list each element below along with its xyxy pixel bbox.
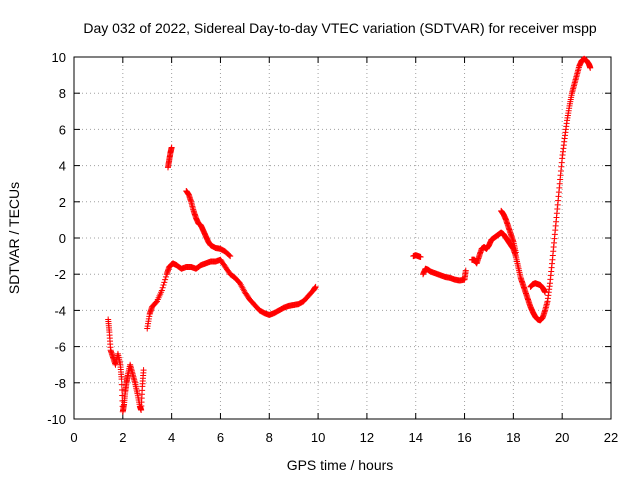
y-tick-label: 0 bbox=[59, 231, 66, 246]
data-point bbox=[162, 273, 169, 280]
series-seg1 bbox=[105, 316, 147, 415]
data-marks bbox=[105, 55, 594, 415]
series-seg5 bbox=[410, 252, 424, 261]
data-point bbox=[162, 276, 169, 283]
x-tick-label: 16 bbox=[457, 430, 471, 445]
x-tick-label: 6 bbox=[217, 430, 224, 445]
data-point bbox=[118, 376, 125, 383]
y-tick-label: -10 bbox=[47, 412, 66, 427]
data-point bbox=[159, 284, 166, 291]
y-tick-label: 10 bbox=[52, 50, 66, 65]
data-point bbox=[462, 267, 469, 274]
x-tick-label: 10 bbox=[311, 430, 325, 445]
data-point bbox=[161, 279, 168, 286]
data-point bbox=[587, 64, 594, 71]
y-tick-label: -2 bbox=[54, 267, 66, 282]
x-tick-label: 2 bbox=[119, 430, 126, 445]
y-tick-label: -4 bbox=[54, 303, 66, 318]
y-tick-label: 6 bbox=[59, 122, 66, 137]
data-point bbox=[512, 249, 519, 256]
y-tick-label: 4 bbox=[59, 159, 66, 174]
data-point bbox=[158, 287, 165, 294]
x-axis-label: GPS time / hours bbox=[287, 457, 394, 473]
data-point bbox=[160, 282, 167, 289]
series-seg3 bbox=[164, 144, 175, 171]
data-point bbox=[226, 252, 233, 259]
data-point bbox=[140, 367, 147, 374]
chart-title: Day 032 of 2022, Sidereal Day-to-day VTE… bbox=[83, 20, 596, 36]
y-tick-label: 2 bbox=[59, 195, 66, 210]
y-tick-label: -6 bbox=[54, 340, 66, 355]
y-axis-label: SDTVAR / TECUs bbox=[6, 182, 22, 294]
x-tick-label: 8 bbox=[266, 430, 273, 445]
series-seg6 bbox=[420, 265, 469, 284]
data-point bbox=[312, 283, 319, 290]
series-seg2 bbox=[144, 256, 319, 332]
series-seg7 bbox=[468, 55, 594, 324]
x-tick-label: 12 bbox=[360, 430, 374, 445]
data-point bbox=[542, 289, 549, 296]
data-point bbox=[227, 253, 234, 260]
series-seg9 bbox=[527, 280, 549, 296]
y-tick-label: 8 bbox=[59, 86, 66, 101]
x-tick-label: 14 bbox=[408, 430, 422, 445]
x-tick-label: 22 bbox=[604, 430, 618, 445]
grid bbox=[74, 57, 611, 419]
x-tick-label: 18 bbox=[506, 430, 520, 445]
x-tick-label: 4 bbox=[168, 430, 175, 445]
x-tick-label: 20 bbox=[555, 430, 569, 445]
tick-labels: 0 2 4 6 8 10 12 14 16 18 20 22 -10 -8 -6 -4 -2 0 2 4 6 8 10 bbox=[47, 50, 618, 445]
data-point bbox=[417, 254, 424, 261]
x-tick-label: 0 bbox=[70, 430, 77, 445]
series-seg8 bbox=[498, 207, 519, 256]
data-point bbox=[168, 144, 175, 151]
series-seg4 bbox=[183, 187, 234, 260]
y-tick-label: -8 bbox=[54, 376, 66, 391]
